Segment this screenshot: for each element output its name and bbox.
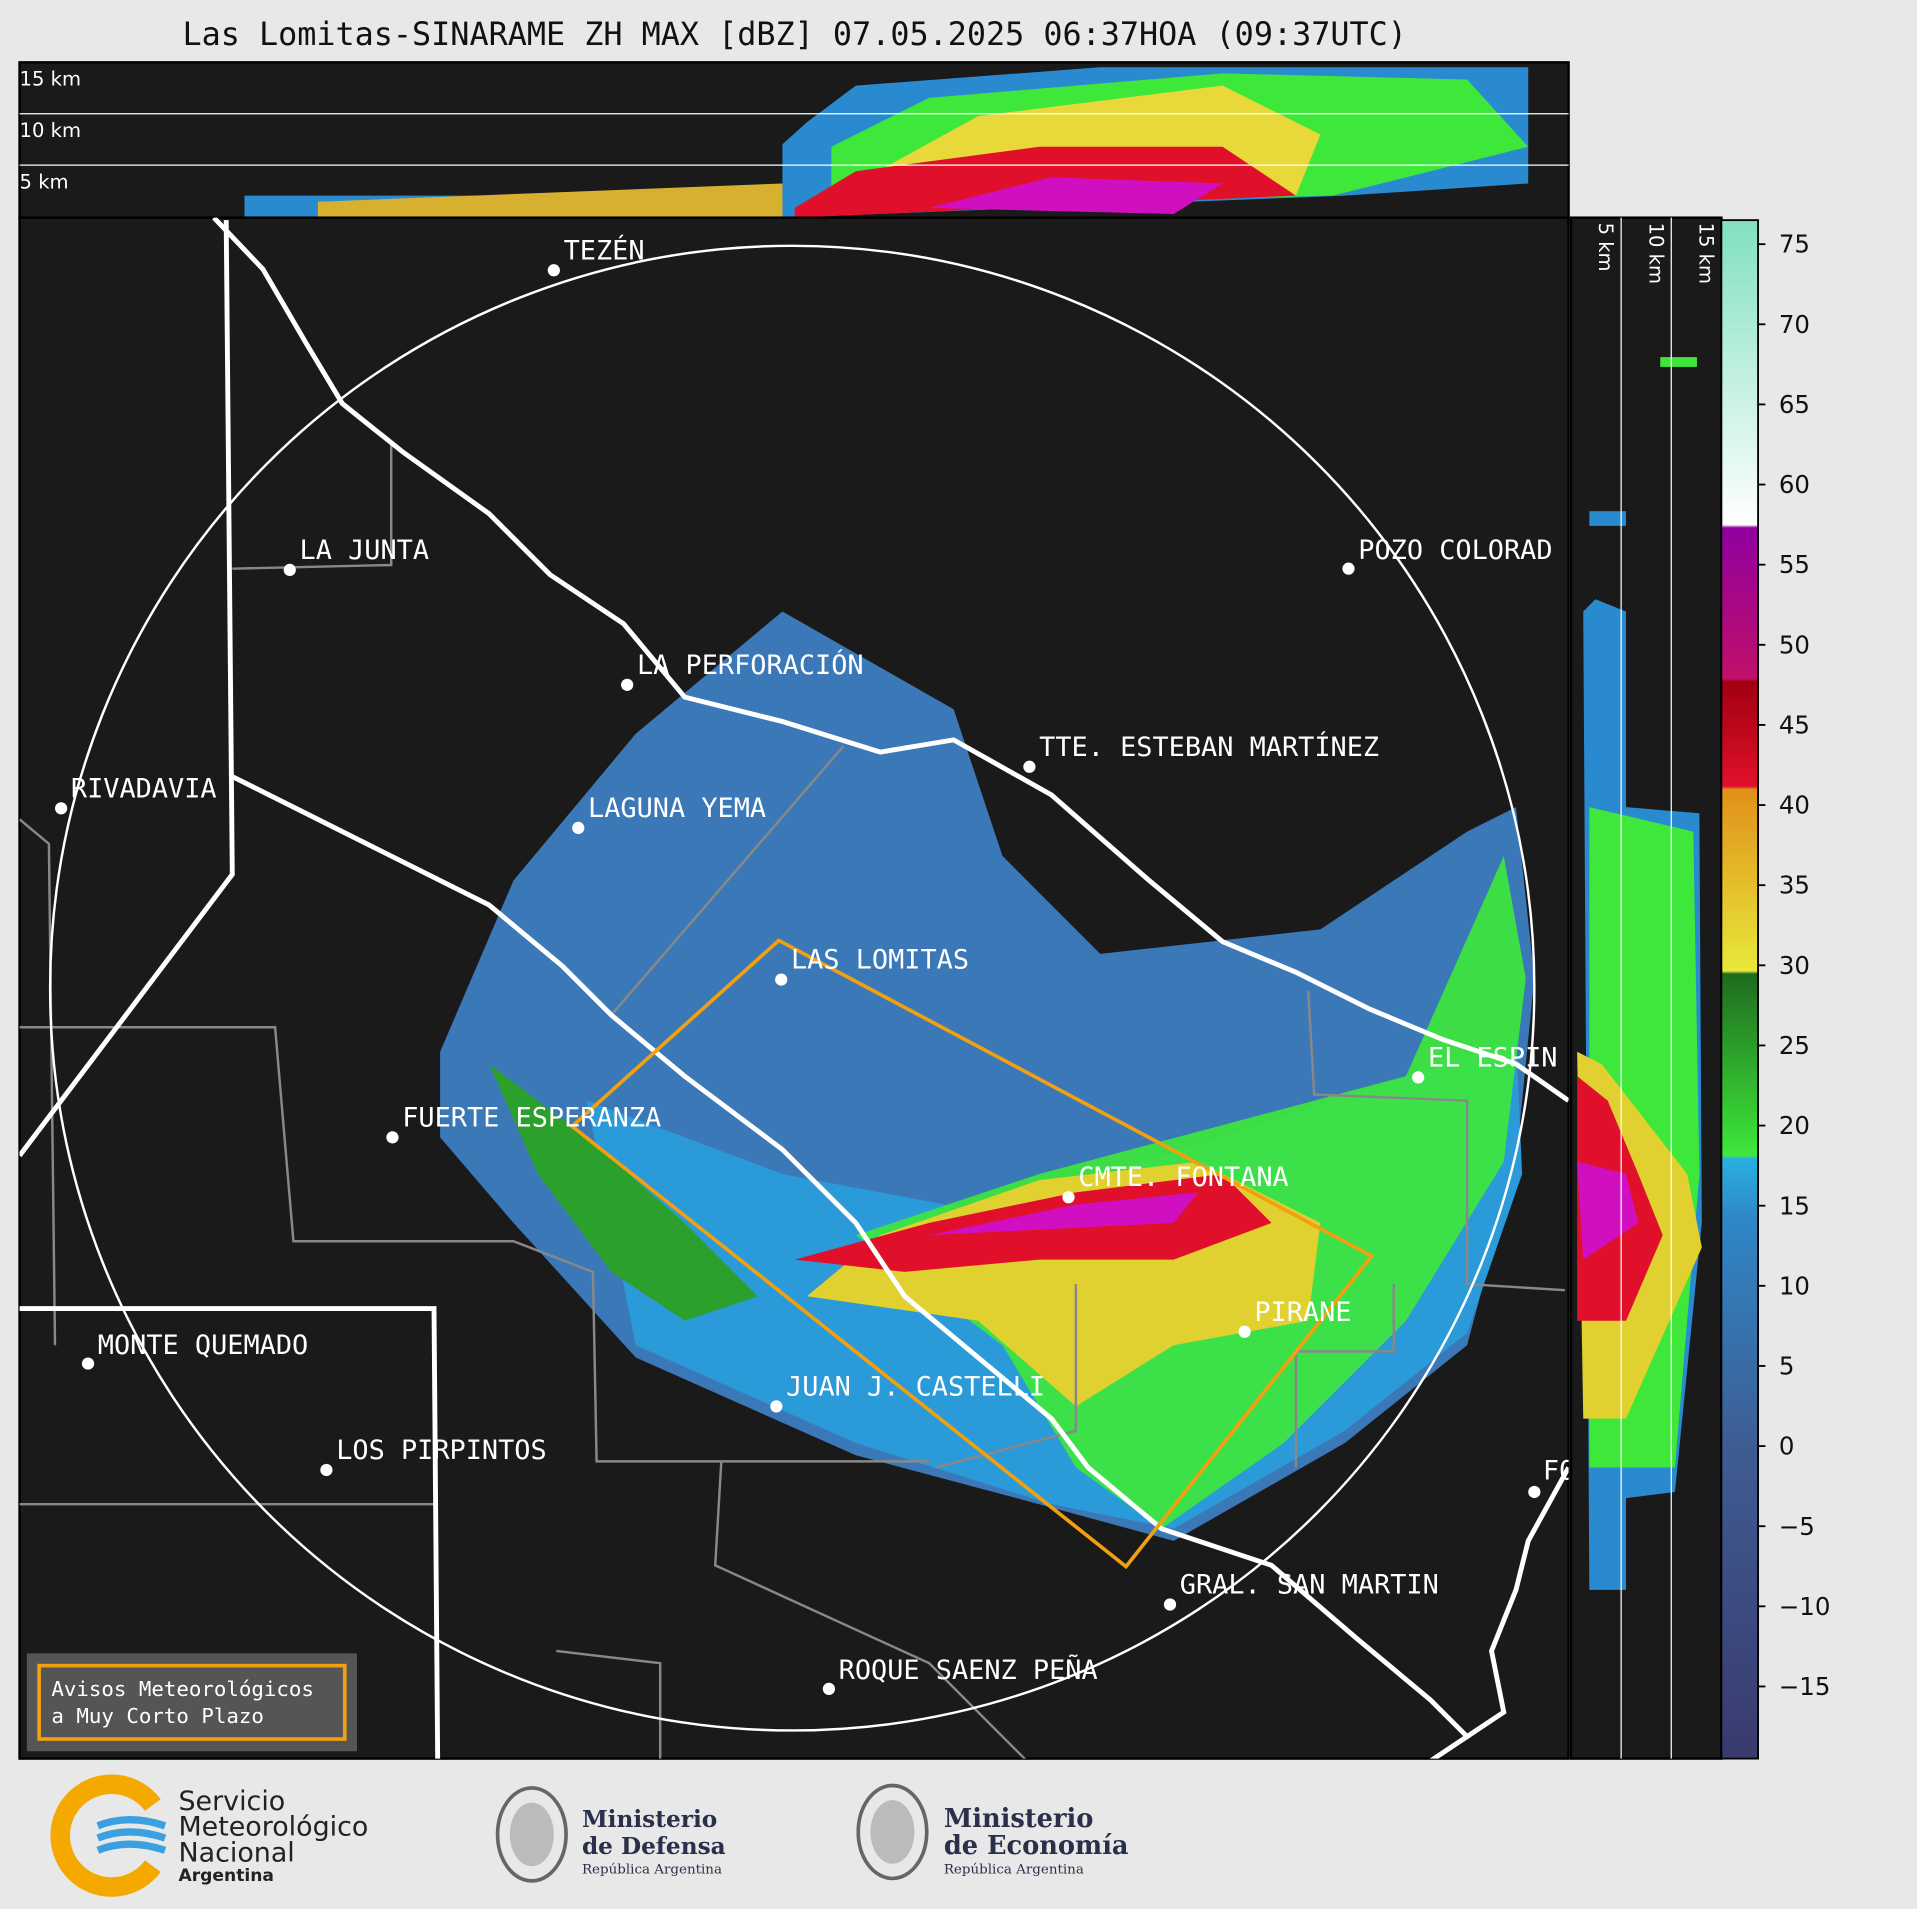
logo-text: Nacional: [178, 1837, 294, 1868]
legend-box: [26, 1653, 357, 1752]
colorbar-tick-label: 35: [1779, 871, 1810, 900]
place-label: TEZÉN: [564, 234, 645, 266]
title: Las Lomitas-SINARAME ZH MAX [dBZ] 07.05.…: [182, 16, 1406, 53]
height-label: 10 km: [1644, 223, 1667, 284]
place-label: RIVADAVIA: [71, 773, 217, 804]
place-label: PIRANE: [1254, 1297, 1351, 1328]
colorbar-tick-label: −5: [1779, 1512, 1815, 1541]
place-label: TTE. ESTEBAN MARTÍNEZ: [1039, 731, 1379, 763]
colorbar-tick-label: 5: [1779, 1352, 1795, 1381]
place-label: FUERTE ESPERANZA: [402, 1102, 661, 1133]
place-label: FO: [1543, 1456, 1575, 1487]
place-label: EL ESPIN: [1428, 1042, 1558, 1073]
logo-text: de Defensa: [582, 1833, 726, 1860]
colorbar-tick-label: −15: [1779, 1672, 1831, 1701]
colorbar-tick-label: 60: [1779, 470, 1810, 499]
legend-border: [37, 1663, 347, 1741]
logo-text: Ministerio: [582, 1806, 717, 1833]
colorbar-tick-label: 55: [1779, 550, 1810, 579]
logo-text: de Economía: [944, 1831, 1129, 1861]
height-label: 10 km: [20, 119, 81, 142]
top-echoes: [244, 67, 1529, 218]
logo-smn: Servicio Meteorológico Nacional Argentin…: [50, 1774, 368, 1897]
logo-text: Meteorológico: [178, 1812, 368, 1843]
place-label: LOS PIRPINTOS: [336, 1435, 546, 1466]
colorbar-tick-label: 20: [1779, 1111, 1810, 1140]
height-label: 5 km: [20, 170, 69, 193]
colorbar-tick-label: 25: [1779, 1031, 1810, 1060]
place-label: CMTE. FONTANA: [1078, 1162, 1288, 1193]
colorbar-tick-label: −10: [1779, 1592, 1831, 1621]
legend-text: a Muy Corto Plazo: [51, 1704, 264, 1728]
range-ring: [48, 244, 1536, 1732]
colorbar-tick-label: 65: [1779, 390, 1810, 419]
place-label: JUAN J. CASTELLI: [786, 1371, 1045, 1402]
colorbar-tick-label: 50: [1779, 630, 1810, 659]
place-label: GRAL. SAN MARTIN: [1180, 1569, 1439, 1600]
colorbar-tick-label: 45: [1779, 710, 1810, 739]
map-content: TEZÉN LA JUNTA POZO COLORAD LA PERFORACI…: [19, 217, 1575, 1759]
place-label: ROQUE SAENZ PEÑA: [839, 1654, 1098, 1686]
colorbar: [1720, 219, 1759, 1760]
height-label: 5 km: [1594, 223, 1617, 272]
warning-polygon: [569, 938, 1375, 1570]
logo-text: Argentina: [178, 1866, 273, 1886]
colorbar-tick-label: 70: [1779, 310, 1810, 339]
height-label: 15 km: [20, 68, 81, 91]
logo-text: República Argentina: [944, 1863, 1084, 1878]
echo: [489, 1063, 758, 1321]
colorbar-tick-label: 75: [1779, 230, 1810, 259]
colorbar-tick-label: 0: [1779, 1432, 1795, 1461]
colorbar-tick-label: 30: [1779, 951, 1810, 980]
colorbar-tick-label: 40: [1779, 791, 1810, 820]
place-label: MONTE QUEMADO: [98, 1330, 308, 1361]
place-label: POZO COLORAD: [1358, 535, 1552, 566]
colorbar-tick-label: 10: [1779, 1271, 1810, 1300]
echo: [929, 1192, 1199, 1236]
place-label: LA PERFORACIÓN: [637, 649, 864, 681]
place-label: LA JUNTA: [300, 535, 430, 566]
logo-economia: Ministerio de Economía República Argenti…: [856, 1783, 1129, 1881]
logo-text: Servicio: [178, 1786, 285, 1817]
place-label: LAGUNA YEMA: [588, 793, 766, 824]
place-label: LAS LOMITAS: [791, 945, 969, 976]
colorbar-tick-label: 15: [1779, 1191, 1810, 1220]
logo-defensa: Ministerio de Defensa República Argentin…: [495, 1786, 726, 1883]
legend-text: Avisos Meteorológicos: [51, 1677, 314, 1701]
height-label: 15 km: [1694, 223, 1717, 284]
logo-text: Ministerio: [944, 1804, 1094, 1834]
logo-text: República Argentina: [582, 1863, 722, 1878]
